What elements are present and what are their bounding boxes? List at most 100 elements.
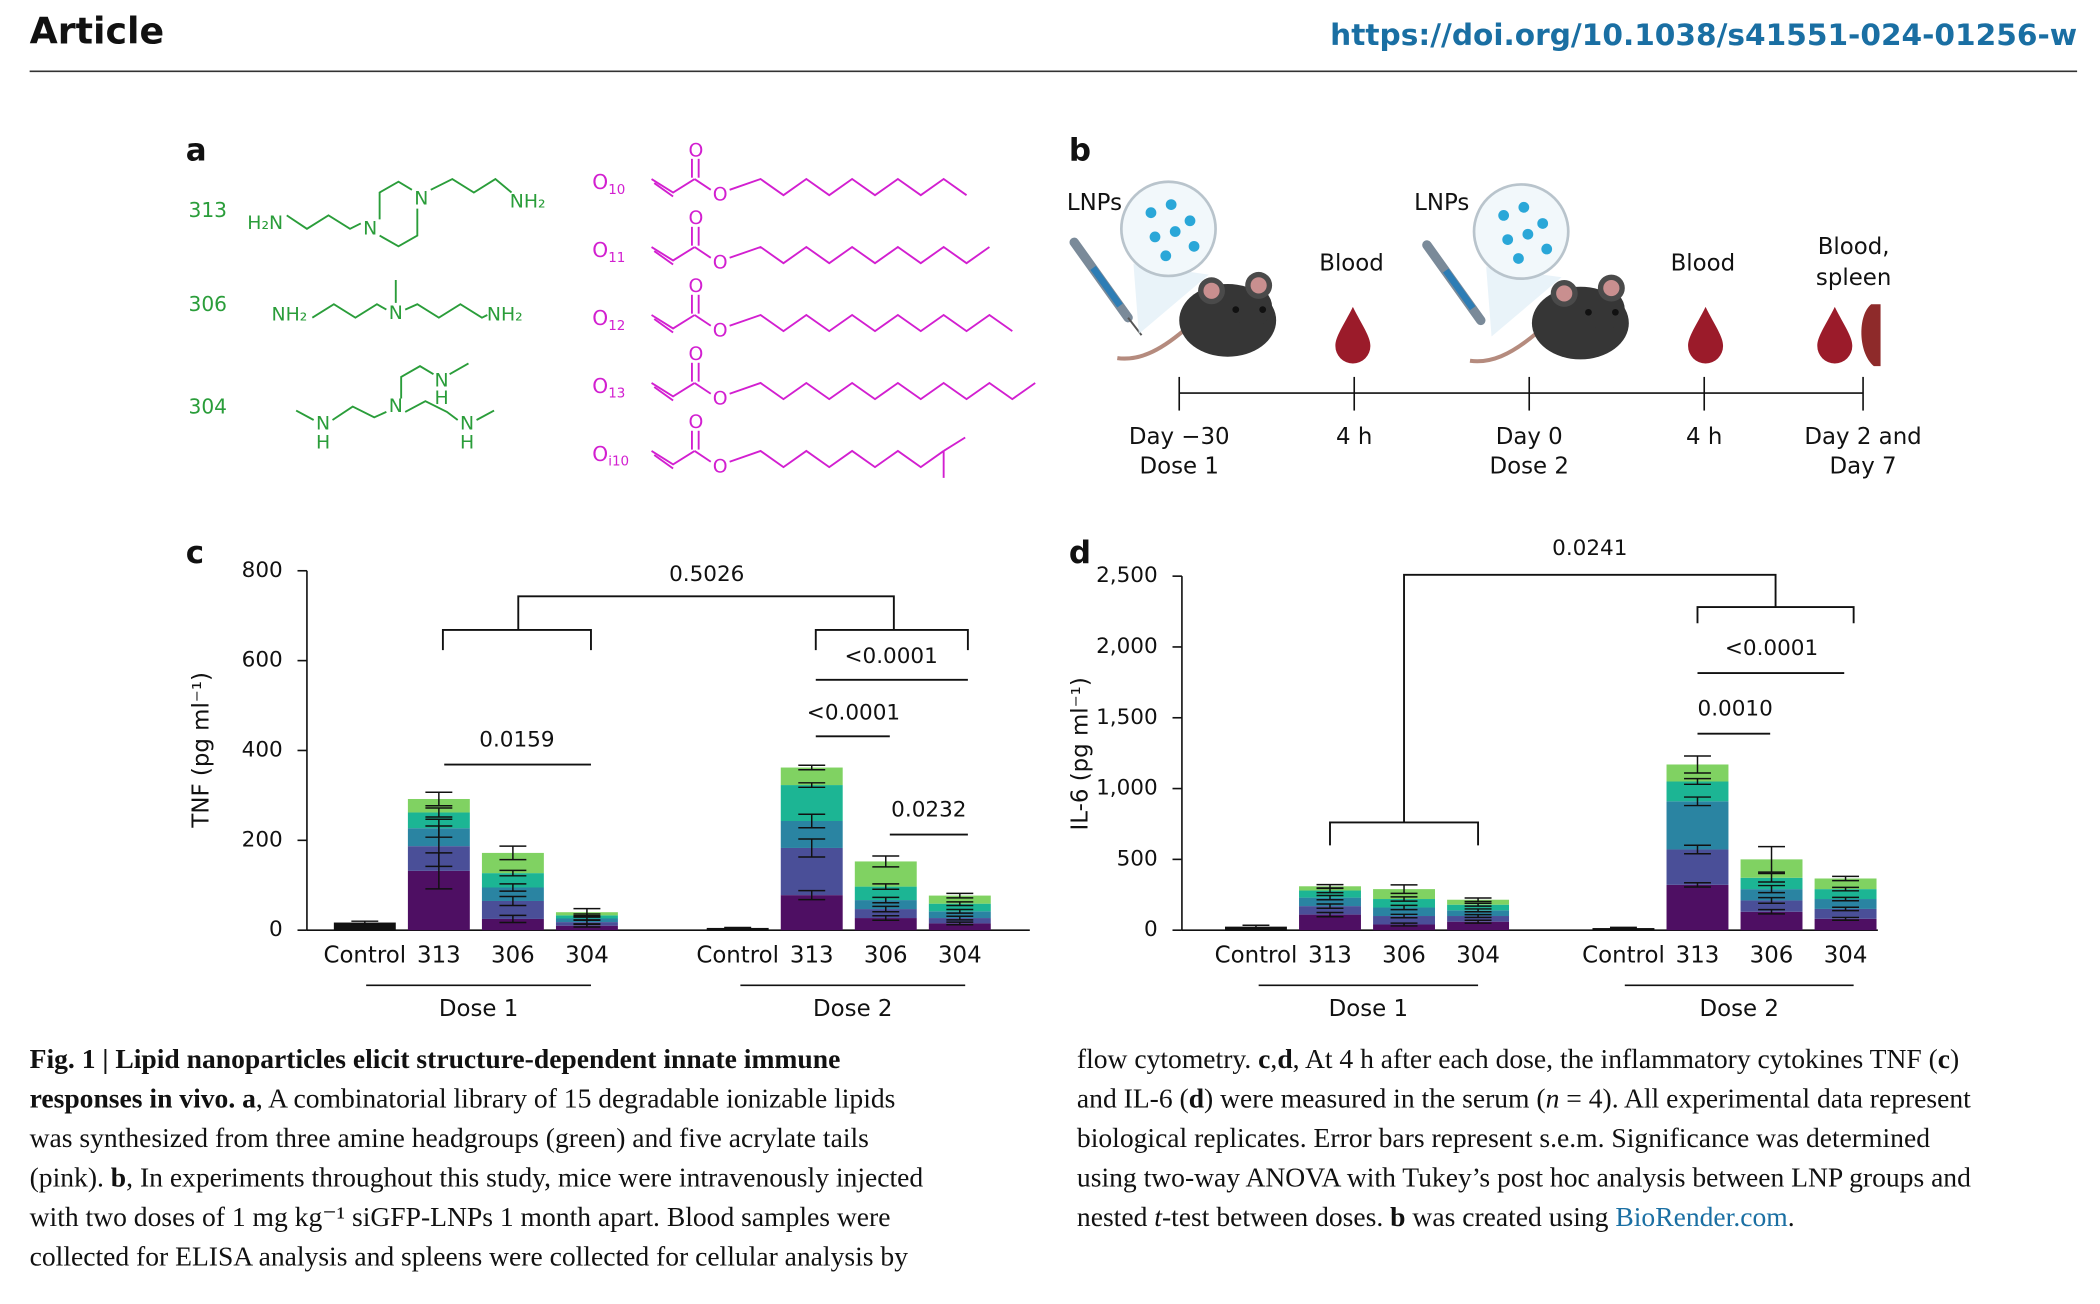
- header-title: Article: [30, 10, 164, 53]
- atom-label: O: [689, 412, 704, 433]
- bar-segment: [1740, 911, 1803, 931]
- tail-symbol: O: [592, 306, 608, 330]
- significance-bracket: [1403, 573, 1777, 823]
- y-tick-label: 500: [1117, 846, 1158, 871]
- panel-letter: c: [186, 535, 204, 571]
- bar-segment: [1814, 878, 1877, 890]
- error-bar: [1684, 796, 1711, 807]
- amine-id: 313: [188, 198, 227, 222]
- y-tick-label: 2,000: [1096, 634, 1158, 659]
- caption-text: b: [1390, 1201, 1405, 1232]
- timeline-label: Day 2 and: [1804, 424, 1921, 450]
- caption-text: (pink).: [30, 1162, 111, 1193]
- bar-segment: [1447, 910, 1510, 917]
- bond: [286, 214, 362, 230]
- bond: [653, 386, 674, 402]
- x-tick-label: 306: [864, 942, 908, 968]
- significance-label: <0.0001: [807, 700, 900, 725]
- bar-segment: [1666, 849, 1729, 885]
- bond: [653, 454, 674, 470]
- bar-segment: [1299, 890, 1361, 898]
- error-bar: [872, 896, 900, 904]
- error-bar: [1758, 884, 1785, 894]
- bond: [651, 382, 696, 398]
- bar-segment: [1299, 897, 1361, 907]
- tail-label: O12: [592, 306, 625, 334]
- tail-subscript: 11: [608, 251, 625, 266]
- atom-label: H: [434, 388, 448, 409]
- error-bar: [724, 926, 752, 930]
- caption-text: flow cytometry.: [1077, 1043, 1258, 1074]
- bar-segment: [1447, 921, 1510, 931]
- atom-label: O: [713, 457, 728, 478]
- error-bar: [798, 782, 826, 789]
- bar-segment: [555, 925, 618, 931]
- timeline-label: Dose 2: [1490, 454, 1569, 480]
- caption-line: responses in vivo. a, A combinatorial li…: [30, 1083, 896, 1114]
- bar-segment: [1666, 801, 1729, 850]
- bond: [653, 250, 674, 266]
- error-bar: [946, 908, 974, 914]
- bar-segment: [854, 900, 917, 910]
- x-tick-label: Control: [1582, 942, 1665, 968]
- bar-segment: [1666, 884, 1729, 931]
- tail-label: O13: [592, 374, 625, 402]
- bond: [378, 180, 413, 220]
- bond: [729, 449, 945, 469]
- y-tick-label: 2,500: [1096, 563, 1158, 588]
- atom-label: N: [363, 218, 377, 239]
- caption-text: responses in vivo. a: [30, 1083, 256, 1114]
- bar-segment: [1814, 889, 1877, 900]
- error-bar: [573, 907, 601, 917]
- caption-line: and IL-6 (d) were measured in the serum …: [1077, 1083, 1971, 1114]
- doi-link[interactable]: https://doi.org/10.1038/s41551-024-01256…: [1330, 18, 2077, 52]
- event-label: Blood: [1671, 250, 1736, 276]
- caption-line: collected for ELISA analysis and spleens…: [30, 1241, 909, 1272]
- caption-text: .: [1788, 1201, 1795, 1232]
- caption-text: ): [1950, 1043, 1959, 1074]
- error-bar: [946, 921, 974, 926]
- bond: [729, 245, 990, 265]
- group-label: Dose 2: [1700, 996, 1779, 1022]
- bond: [694, 382, 712, 395]
- bar-segment: [854, 918, 917, 931]
- significance-bracket: [1696, 606, 1855, 624]
- y-tick-label: 0: [269, 917, 283, 942]
- caption-text: was synthesized from three amine headgro…: [30, 1122, 869, 1153]
- injection-icon: [1422, 183, 1629, 364]
- error-bar: [499, 869, 527, 877]
- timeline-label: 4 h: [1686, 424, 1722, 450]
- bar-segment: [1740, 877, 1803, 890]
- error-bar: [1390, 904, 1418, 911]
- timeline-icons: [1069, 180, 1881, 367]
- error-bar: [1242, 924, 1270, 929]
- bar-segment: [1740, 900, 1803, 912]
- significance-label: 0.0241: [1552, 536, 1627, 561]
- x-tick-label: Control: [1215, 942, 1298, 968]
- bar-segment: [928, 895, 991, 904]
- timeline-label: Dose 1: [1140, 454, 1219, 480]
- bar-segment: [1740, 889, 1803, 901]
- y-tick-label: 200: [242, 827, 283, 852]
- error-bar: [1832, 875, 1860, 882]
- atom-label: H: [460, 432, 474, 453]
- bond: [404, 303, 488, 319]
- bond: [729, 381, 1036, 401]
- x-tick-label: 306: [491, 942, 535, 968]
- bond: [653, 182, 674, 198]
- y-axis-label: TNF (pg ml⁻¹): [188, 672, 214, 829]
- x-tick-label: 304: [565, 942, 609, 968]
- amine-id: 306: [188, 292, 227, 316]
- x-tick-label: 306: [1750, 942, 1794, 968]
- caption-text: c: [1258, 1043, 1270, 1074]
- error-bar: [1316, 894, 1344, 901]
- group-label: Dose 1: [439, 996, 518, 1022]
- y-tick-label: 0: [1144, 917, 1158, 942]
- caption-text: b: [111, 1162, 126, 1193]
- bond: [943, 436, 966, 452]
- bar-segment: [1373, 924, 1435, 931]
- caption-text: c: [1938, 1043, 1950, 1074]
- error-bar: [1464, 908, 1492, 913]
- atom-label: H₂N: [247, 213, 283, 234]
